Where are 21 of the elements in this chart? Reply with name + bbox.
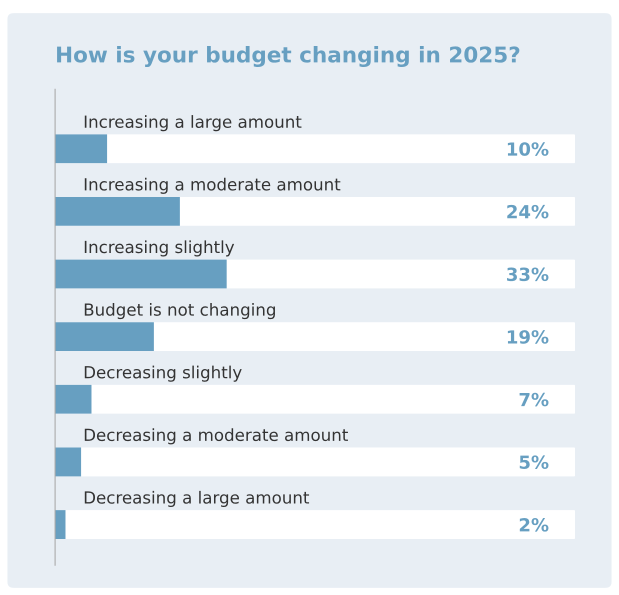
data-label: 19% xyxy=(508,330,548,344)
y-tick-label: Increasing a moderate amount xyxy=(84,178,340,194)
bar xyxy=(55,322,154,352)
data-label: 24% xyxy=(507,204,548,218)
bar xyxy=(55,448,82,476)
text: How is your budget changing in 2025? xyxy=(57,46,520,68)
y-tick-label: Decreasing a moderate amount xyxy=(84,428,348,444)
data-label: 7% xyxy=(520,392,548,406)
y-tick-label: Decreasing slightly xyxy=(84,366,242,382)
y-tick-label: Budget is not changing xyxy=(84,302,275,320)
data-label: 33% xyxy=(507,267,548,282)
y-tick-label: Decreasing a large amount xyxy=(84,490,310,508)
bar xyxy=(55,384,92,414)
bar xyxy=(55,134,108,164)
data-label: 2% xyxy=(520,518,548,532)
y-tick-label: Increasing a large amount xyxy=(84,115,302,132)
y-tick-label: Increasing slightly xyxy=(84,240,234,256)
data-label: 10% xyxy=(508,142,548,156)
bar xyxy=(55,510,66,539)
bar xyxy=(55,196,180,226)
data-label: 5% xyxy=(520,455,548,470)
